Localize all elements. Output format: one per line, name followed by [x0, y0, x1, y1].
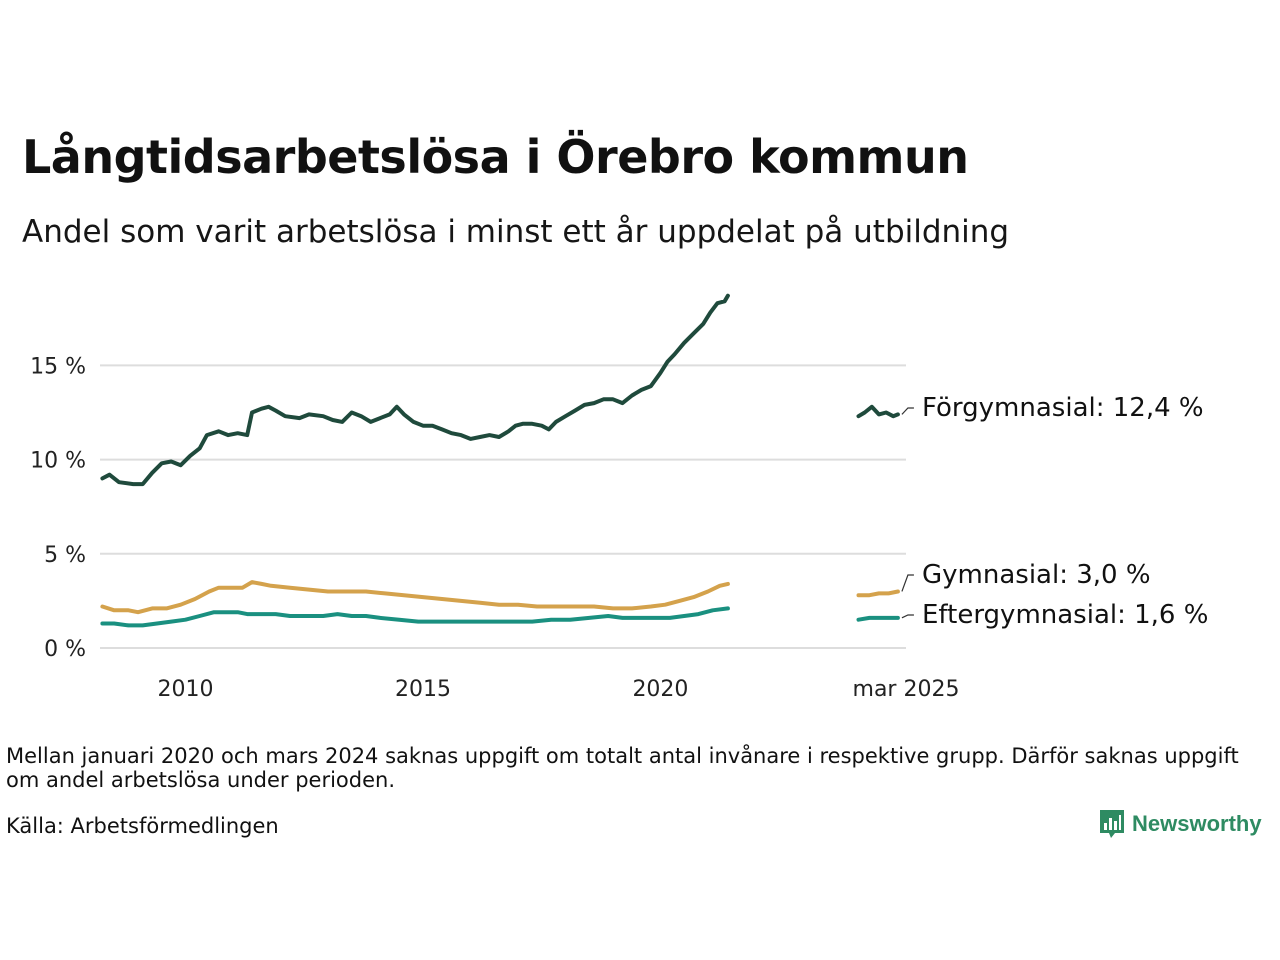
series-line-eftergymnasial-1: [856, 615, 900, 622]
x-tick-label: 2020: [632, 677, 688, 702]
x-axis-ticks: 2010 2015 2020 mar 2025: [157, 677, 959, 702]
chart-title: Långtidsarbetslösa i Örebro kommun: [22, 130, 969, 184]
brand-logo[interactable]: Newsworthy: [1099, 809, 1262, 839]
source-text: Källa: Arbetsförmedlingen: [6, 814, 279, 838]
footnote: Mellan januari 2020 och mars 2024 saknas…: [6, 744, 1239, 792]
y-tick-label: 0 %: [44, 637, 86, 662]
series-line-gymnasial-1: [856, 589, 900, 598]
newsworthy-logo-icon: [1100, 810, 1124, 838]
series-line-forgymnasial-1: [856, 404, 900, 419]
y-tick-label: 5 %: [44, 543, 86, 568]
line-chart: 0 % 5 % 10 % 15 % 2010 2015 2020 mar 2025 Förg…: [30, 293, 1208, 702]
grid-lines: [100, 364, 906, 649]
series-lines: [100, 293, 900, 628]
series-line-eftergymnasial-0: [100, 606, 730, 628]
y-axis-ticks: 0 % 5 % 10 % 15 %: [30, 354, 86, 662]
brand-name: Newsworthy: [1132, 811, 1262, 836]
series-line-gymnasial-0: [100, 580, 730, 615]
chart-subtitle: Andel som varit arbetslösa i minst ett å…: [22, 214, 1010, 250]
x-tick-label: 2010: [157, 677, 213, 702]
y-tick-label: 15 %: [30, 354, 86, 379]
x-tick-label: 2015: [395, 677, 451, 702]
y-tick-label: 10 %: [30, 449, 86, 474]
x-tick-label: mar 2025: [853, 677, 960, 702]
label-connector-eftergymnasial: [901, 614, 914, 619]
label-connector-forgymnasial: [901, 407, 914, 415]
series-end-labels: Förgymnasial: 12,4 % Gymnasial: 3,0 % Efte…: [901, 393, 1208, 630]
label-connector-gymnasial: [901, 574, 914, 592]
series-end-label-forgymnasial: Förgymnasial: 12,4 %: [922, 393, 1204, 423]
series-end-label-eftergymnasial: Eftergymnasial: 1,6 %: [922, 600, 1208, 630]
series-line-forgymnasial-0: [100, 293, 730, 487]
series-end-label-gymnasial: Gymnasial: 3,0 %: [922, 560, 1151, 590]
